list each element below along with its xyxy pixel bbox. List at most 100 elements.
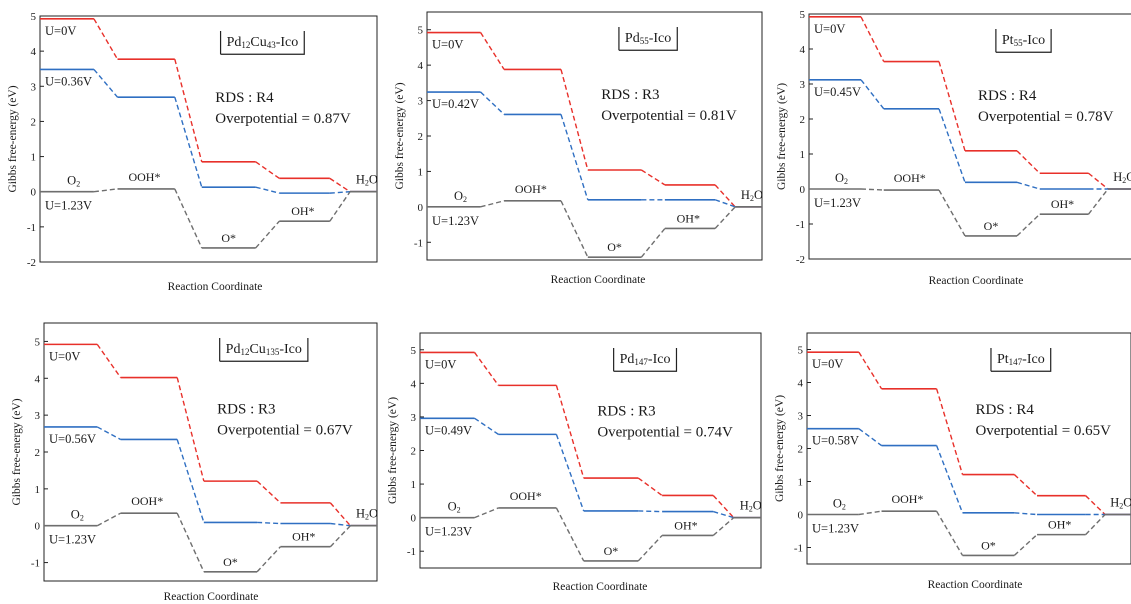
rds-annotation: RDS : R3: [217, 401, 275, 417]
transition-connector: [1088, 172, 1109, 190]
h2o-sub: 2: [749, 505, 753, 514]
step-label-h2o: H2O: [356, 173, 378, 188]
o2-sub: 2: [76, 180, 80, 189]
transition-connector: [938, 61, 966, 152]
transition-connector: [255, 161, 280, 179]
transition-connector: [1014, 512, 1038, 516]
transition-connector: [256, 480, 281, 504]
x-axis-label: Reaction Coordinate: [929, 275, 1024, 287]
y-axis-label: Gibbs free-energy (eV): [387, 397, 399, 504]
o2-sub: 2: [842, 503, 846, 512]
series-2: U=0.36V: [40, 68, 377, 194]
step-label-oh: OH*: [677, 211, 700, 225]
o2-base: O: [448, 500, 457, 514]
h2o-sub: 2: [1119, 502, 1123, 511]
step-label-o2: O2: [833, 497, 846, 512]
transition-connector: [638, 510, 663, 513]
transition-connector: [1016, 181, 1040, 190]
x-axis-label: Reaction Coordinate: [164, 591, 259, 603]
step-label-o: O*: [607, 240, 622, 254]
series-1: U=0V: [807, 351, 1131, 516]
series-1: U=0V: [44, 343, 377, 527]
transition-connector: [255, 186, 280, 194]
transition-connector: [560, 114, 589, 200]
y-tick-label: 1: [35, 484, 41, 496]
transition-connector: [1087, 188, 1109, 215]
y-tick-label: 0: [31, 187, 37, 199]
series-label: U=1.23V: [45, 199, 92, 213]
series-label: U=0.58V: [812, 434, 859, 448]
series-label: U=1.23V: [812, 522, 859, 536]
title-box: [219, 31, 305, 55]
chart-title: Pt55-Ico: [1002, 33, 1045, 48]
overpotential-annotation: Overpotential = 0.78V: [978, 109, 1114, 125]
title-end: -Ico: [279, 342, 302, 357]
y-tick-label: 5: [411, 345, 417, 357]
title-base: Pd: [625, 31, 640, 46]
y-tick-label: -1: [31, 558, 40, 570]
transition-connector: [860, 79, 885, 110]
series-3: U=1.23V: [420, 507, 761, 562]
series-label: U=0.36V: [45, 74, 92, 88]
transition-connector: [714, 206, 736, 229]
chart-title: Pt147-Ico: [997, 352, 1045, 367]
chart-panel-6: 5 4 3 2 1 0 -1 Gibbs free-energy (eV) Reaction C…: [774, 332, 1131, 591]
step-label-o: O*: [981, 538, 996, 552]
y-tick-label: 1: [418, 166, 424, 178]
transition-connector: [473, 352, 499, 386]
title-base: Pt: [997, 352, 1009, 367]
step-label-h2o: H2O: [740, 499, 762, 514]
transition-connector: [637, 534, 663, 562]
transition-connector: [93, 18, 119, 60]
transition-connector: [257, 521, 281, 525]
transition-connector: [329, 191, 351, 222]
y-tick-label: 5: [418, 25, 424, 37]
transition-connector: [174, 96, 203, 188]
series-label: U=0.56V: [49, 432, 96, 446]
y-tick-label: 3: [411, 412, 417, 424]
title-end: -Ico: [276, 35, 299, 50]
transition-connector: [858, 510, 882, 516]
series-2: U=0.45V: [809, 79, 1131, 190]
y-axis-label: Gibbs free-energy (eV): [394, 82, 406, 189]
transition-connector: [713, 510, 734, 519]
transition-connector: [96, 426, 121, 441]
step-label-o: O*: [223, 555, 238, 569]
step-label-oh: OH*: [674, 518, 697, 532]
step-label-o2: O2: [71, 508, 84, 523]
y-tick-label: 4: [411, 378, 417, 390]
y-tick-label: 1: [411, 479, 417, 491]
y-tick-label: 2: [418, 131, 424, 143]
y-tick-label: 5: [798, 345, 804, 357]
transition-connector: [176, 377, 205, 482]
step-label-oh: OH*: [291, 204, 314, 218]
h2o-sub: 2: [365, 513, 369, 522]
h2o-end: O: [1126, 170, 1131, 184]
o2-sub: 2: [463, 195, 467, 204]
transition-connector: [712, 495, 735, 519]
transition-connector: [858, 428, 882, 447]
y-tick-label: 2: [35, 447, 41, 459]
series-1: U=0V: [420, 351, 761, 519]
y-tick-label: 0: [35, 521, 41, 533]
series-3: U=1.23V: [427, 200, 762, 258]
h2o-base: H: [356, 507, 365, 521]
h2o-end: O: [369, 173, 378, 187]
transition-connector: [474, 507, 499, 519]
series-label: U=0.42V: [432, 97, 479, 111]
x-axis-label: Reaction Coordinate: [928, 579, 1023, 591]
title-mid: Cu: [250, 35, 266, 50]
step-label-h2o: H2O: [741, 188, 763, 203]
chart-title: Pd55-Ico: [625, 31, 671, 46]
series-label: U=0V: [812, 357, 843, 371]
transition-connector: [255, 220, 280, 249]
title-end: -Ico: [648, 352, 671, 367]
y-tick-label: 4: [35, 373, 41, 385]
transition-connector: [560, 69, 589, 171]
plot-frame: [808, 13, 1131, 260]
chart-title: Pd12Cu135-Ico: [226, 342, 302, 357]
y-tick-label: -1: [796, 219, 805, 231]
step-label-o: O*: [604, 544, 619, 558]
series-label: U=0V: [814, 22, 845, 36]
title-sub1: 55: [640, 36, 650, 46]
